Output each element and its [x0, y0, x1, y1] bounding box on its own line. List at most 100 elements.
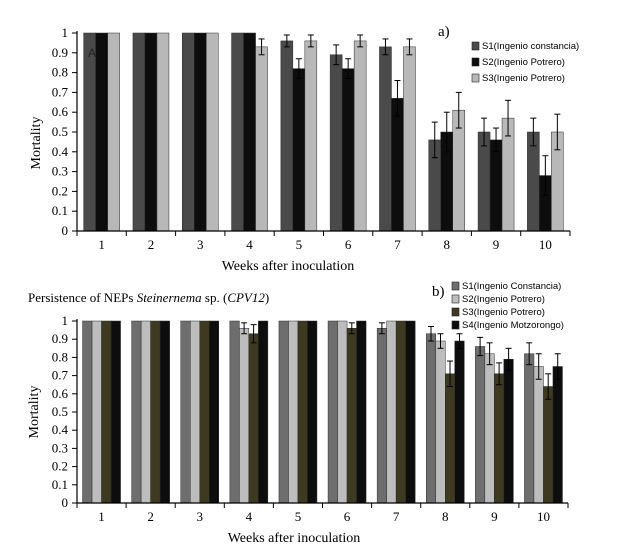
legend-swatch: [451, 281, 460, 291]
legend-label: S2(Ingenio Potrero): [482, 57, 565, 68]
legend-swatch: [451, 307, 460, 317]
bar-pb-s1-w2: [131, 320, 142, 504]
bar-pa-s1-w5: [280, 40, 294, 232]
legend-label: S1(Ingenio Constancia): [462, 281, 561, 292]
panel-a-y-axis-title: Mortality: [29, 117, 44, 170]
bar-pb-s3-w6: [346, 328, 357, 504]
legend-swatch: [451, 320, 460, 330]
x-tick-label: 5: [296, 237, 303, 252]
bar-pb-s1-w5: [278, 320, 289, 504]
legend-label: S1(Ingenio constancia): [482, 41, 579, 52]
title-strain: CPV12: [227, 290, 265, 305]
y-tick-label: 0.2: [52, 183, 68, 198]
y-tick-label: 0.4: [52, 422, 69, 437]
x-tick-label: 5: [295, 509, 302, 524]
bar-pb-s2-w7: [386, 320, 397, 504]
error-bar-pa-s3-w6: [357, 34, 364, 48]
bar-pa-s3-w6: [353, 40, 367, 232]
x-tick-label: 7: [394, 237, 401, 252]
x-tick-label: 8: [442, 509, 449, 524]
panel-b-chart: 0 0.1 0.2 0.3 0.4 0.5 0.6 0.7 0.8 0.9 1 1 2 3 4 5 6 7 8 9 10…: [52, 281, 569, 524]
error-bar-pa-s3-w4: [258, 38, 265, 56]
error-bar-pb-s3-w6: [348, 322, 355, 335]
x-tick-label: 2: [148, 237, 155, 252]
bar-pb-s4-w9: [503, 358, 514, 504]
bar-pb-s4-w8: [454, 340, 465, 504]
error-bar-pb-s4-w9: [505, 347, 512, 371]
y-tick-label: 0.7: [52, 368, 69, 383]
title-middle: sp. (: [202, 290, 228, 305]
error-bar-pb-s3-w4: [250, 324, 257, 344]
error-bar-pa-s2-w9: [493, 127, 500, 153]
x-tick-label: 1: [98, 509, 105, 524]
bar-pa-s2-w7: [391, 98, 404, 232]
x-tick-label: 3: [197, 237, 204, 252]
x-tick-label: 1: [98, 237, 105, 252]
legend-label: S4(Ingenio Motzorongo): [462, 320, 564, 331]
bar-pb-s2-w10: [533, 366, 544, 504]
bar-pa-s2-w4: [243, 32, 256, 232]
y-tick-label: 0.4: [52, 144, 69, 159]
bar-pb-s4-w10: [552, 366, 563, 504]
bar-pa-s2-w1: [95, 32, 108, 232]
panel-a-chart: 0 0.1 0.2 0.3 0.4 0.5 0.6 0.7 0.8 0.9 1 1 2 3 4 5 6 7 8 9 10…: [52, 25, 579, 252]
error-bar-pb-s4-w10: [554, 353, 561, 380]
bar-pb-s4-w4: [258, 320, 269, 504]
legend-label: S2(Ingenio Potrero): [462, 294, 545, 305]
bar-pa-s2-w9: [489, 139, 503, 232]
bar-pb-s3-w7: [395, 320, 406, 504]
bar-pb-s2-w1: [91, 320, 102, 504]
bar-pb-s2-w8: [435, 340, 446, 504]
error-bar-pb-s2-w9: [486, 342, 493, 366]
bar-pa-s1-w6: [329, 54, 343, 232]
error-bar-pa-s2-w8: [443, 111, 450, 153]
x-tick-label: 6: [345, 237, 352, 252]
error-bar-pb-s4-w8: [456, 333, 463, 349]
bar-pa-s2-w6: [341, 68, 355, 232]
error-bar-pa-s1-w10: [530, 117, 537, 147]
y-tick-label: 0.5: [52, 404, 68, 419]
y-tick-label: 0.9: [52, 45, 68, 60]
legend-entry-pa-s1: S1(Ingenio constancia): [471, 41, 579, 52]
figure-b-title: Persistence of NEPs Steinernema sp. (CPV…: [28, 290, 269, 305]
error-bar-pb-s3-w8: [447, 360, 453, 388]
error-bar-pa-s1-w7: [382, 38, 389, 56]
error-bar-pa-s1-w8: [431, 121, 438, 159]
bar-pa-s2-w5: [292, 68, 306, 232]
y-tick-label: 0.1: [52, 477, 68, 492]
bar-pb-s1-w1: [82, 320, 93, 504]
bar-pa-s3-w5: [304, 40, 318, 232]
y-tick-label: 0.8: [52, 349, 68, 364]
bar-pb-s2-w6: [337, 320, 348, 504]
y-tick-label: 0.2: [52, 459, 68, 474]
x-tick-label: 10: [539, 237, 552, 252]
bar-pb-s1-w4: [229, 320, 240, 504]
y-tick-label: 0.3: [52, 164, 68, 179]
x-tick-label: 9: [491, 509, 498, 524]
x-tick-label: 4: [246, 509, 253, 524]
y-tick-label: 0.7: [52, 84, 69, 99]
error-bar-pa-s3-w7: [406, 38, 413, 56]
bar-pb-s2-w4: [239, 328, 250, 504]
bar-pb-s3-w1: [101, 320, 112, 504]
legend-entry-pb-s4: S4(Ingenio Motzorongo): [451, 320, 564, 331]
bar-pa-s3-w1: [107, 32, 120, 232]
error-bar-pa-s3-w10: [554, 113, 561, 151]
bar-pb-s2-w2: [140, 320, 151, 504]
bar-pb-s4-w7: [405, 320, 416, 504]
panel-b-x-axis-title: Weeks after inoculation: [228, 531, 361, 546]
bar-pa-s1-w7: [379, 46, 392, 232]
bar-pb-s4-w2: [159, 320, 170, 504]
error-bar-pa-s2-w7: [394, 80, 401, 117]
bar-pa-s1-w10: [527, 131, 540, 232]
title-suffix: ): [265, 290, 269, 305]
error-bar-pa-s3-w9: [505, 99, 512, 137]
panel-b-y-axis-title: Mortality: [27, 386, 42, 439]
bar-pb-s3-w8: [445, 373, 455, 504]
bar-pb-s4-w3: [209, 320, 219, 504]
bar-pb-s1-w6: [327, 320, 338, 504]
legend-swatch: [451, 294, 460, 304]
legend-swatch: [471, 57, 480, 67]
error-bar-pa-s2-w5: [295, 58, 302, 80]
